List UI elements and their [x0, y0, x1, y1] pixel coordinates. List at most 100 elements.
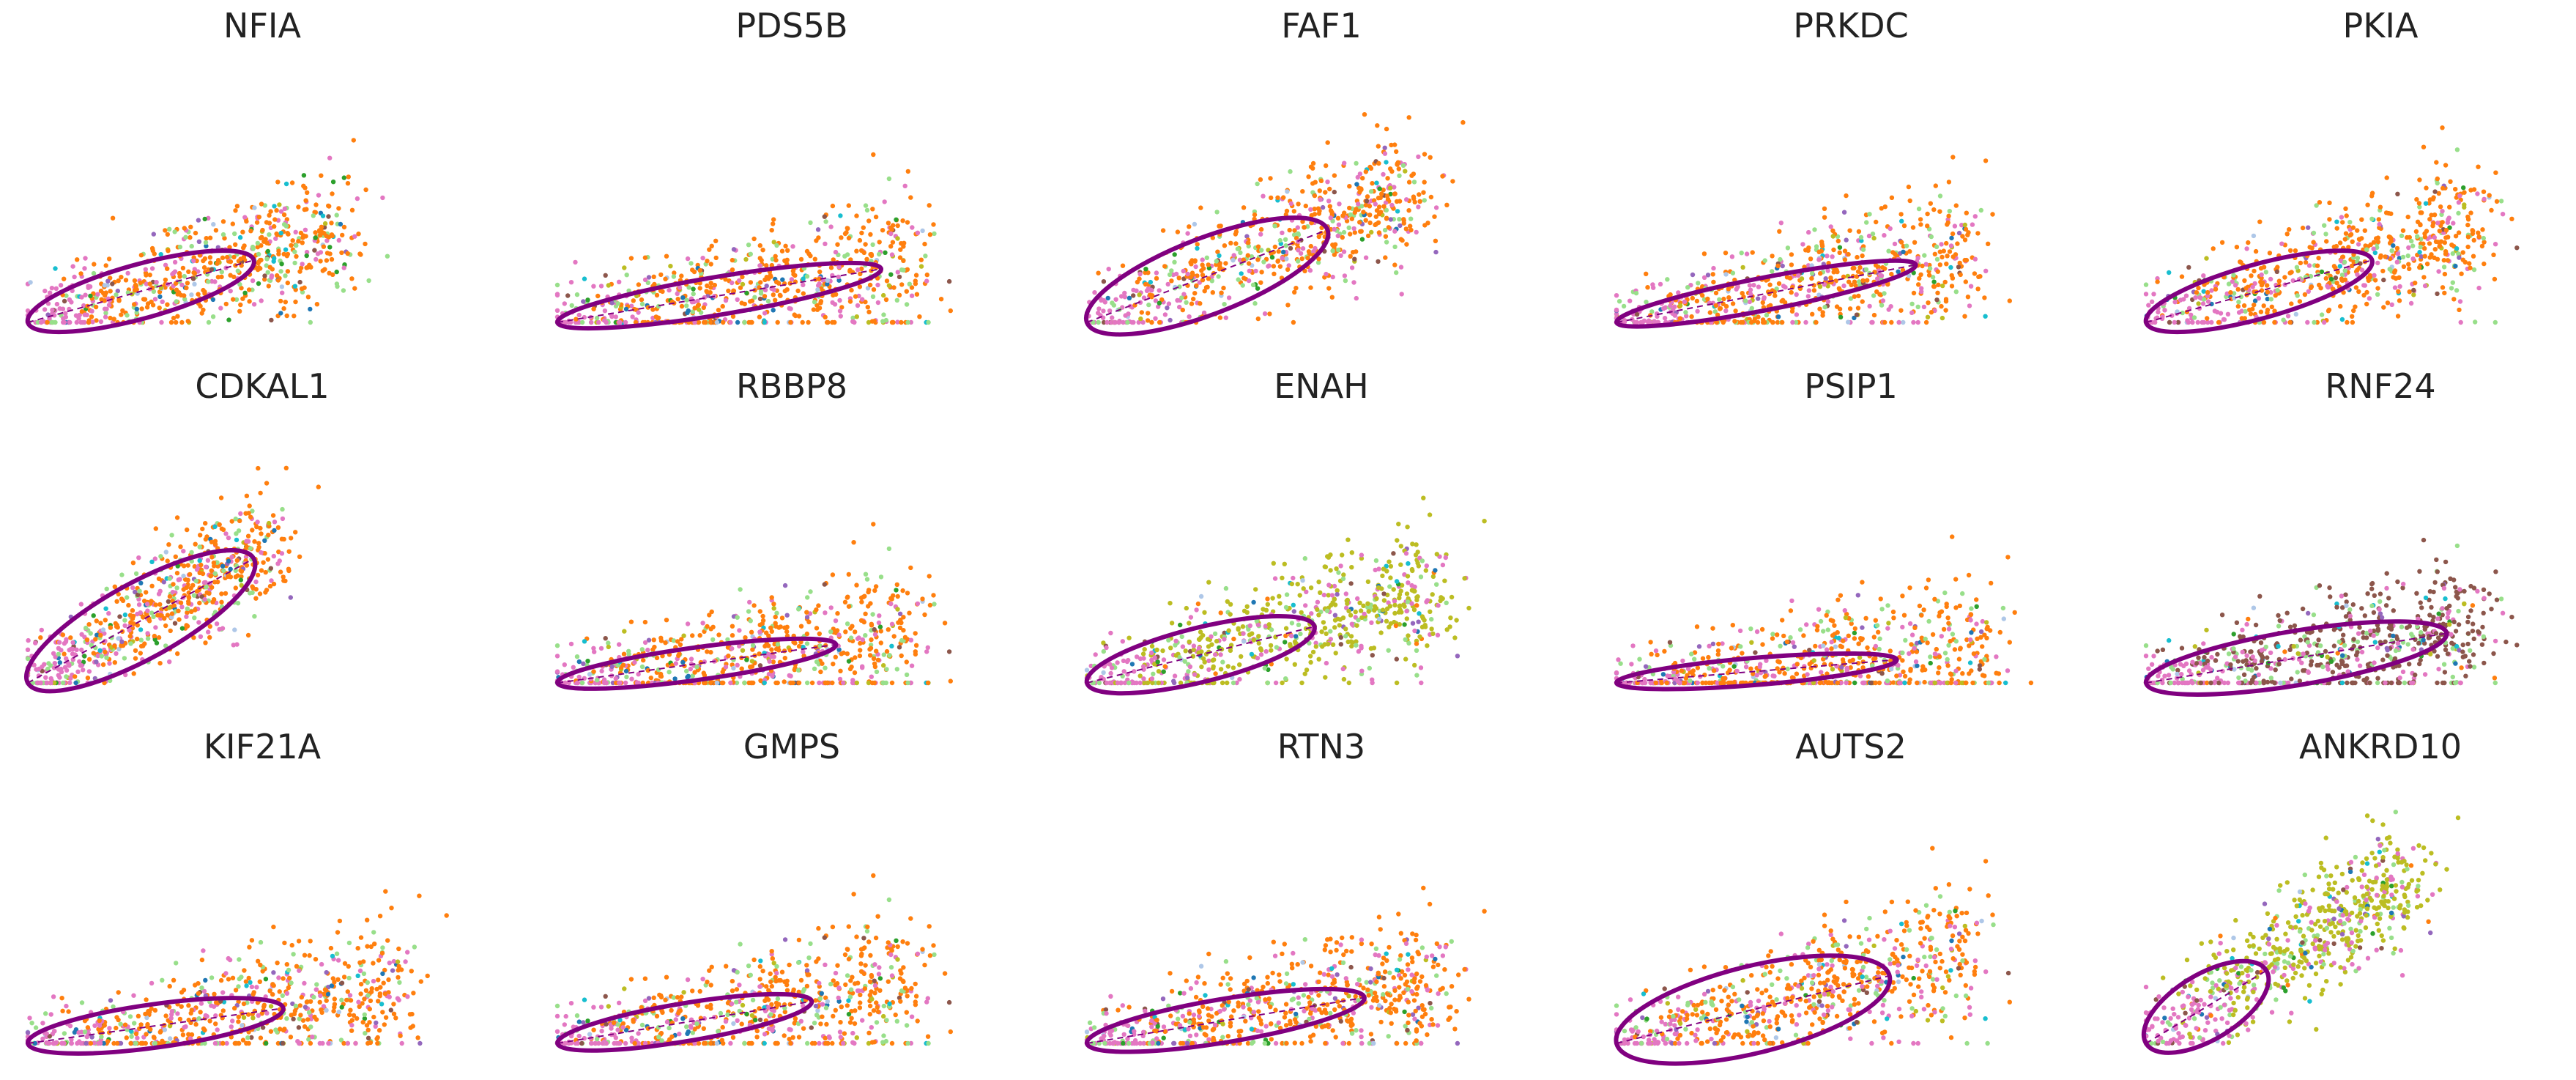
- data-point: [157, 306, 162, 311]
- data-point: [1869, 319, 1874, 325]
- data-point: [266, 284, 271, 289]
- data-point: [769, 647, 774, 652]
- data-point: [1176, 275, 1181, 281]
- data-point: [773, 680, 779, 686]
- data-point: [629, 676, 634, 681]
- data-point: [684, 668, 689, 674]
- data-point: [2339, 273, 2345, 278]
- data-point: [1255, 244, 1261, 249]
- data-point: [2306, 225, 2311, 230]
- data-point: [767, 659, 772, 664]
- data-point: [163, 277, 168, 283]
- data-point: [99, 654, 104, 659]
- data-point: [300, 262, 305, 267]
- data-point: [2307, 245, 2312, 250]
- data-point: [769, 629, 774, 634]
- data-point: [49, 286, 55, 291]
- data-point: [75, 257, 80, 262]
- data-point: [1324, 271, 1329, 277]
- data-point: [897, 255, 903, 260]
- data-point: [1337, 201, 1342, 207]
- data-point: [199, 311, 204, 316]
- data-point: [91, 613, 96, 618]
- data-point: [1965, 295, 1971, 300]
- data-point: [757, 622, 762, 628]
- data-point: [846, 659, 852, 664]
- data-point: [1911, 319, 1916, 325]
- data-point: [2312, 319, 2317, 325]
- data-point: [574, 654, 580, 659]
- data-point: [714, 319, 720, 325]
- data-point: [931, 593, 936, 598]
- data-point: [1825, 268, 1830, 273]
- data-point: [1296, 248, 1301, 253]
- data-point: [771, 659, 776, 665]
- data-point: [156, 635, 162, 640]
- data-point: [1105, 319, 1110, 325]
- data-point: [263, 569, 268, 575]
- data-point: [639, 301, 645, 307]
- data-point: [2334, 281, 2339, 286]
- data-point: [1327, 186, 1332, 192]
- data-point: [708, 285, 713, 290]
- data-point: [1931, 284, 1937, 289]
- data-point: [356, 232, 361, 237]
- data-point: [2297, 299, 2303, 304]
- data-point: [305, 295, 311, 300]
- data-point: [757, 314, 762, 319]
- data-point: [1901, 249, 1906, 254]
- data-point: [189, 243, 194, 249]
- data-point: [2479, 243, 2485, 249]
- data-point: [632, 659, 637, 665]
- data-point: [1450, 179, 1455, 184]
- data-point: [1986, 241, 1991, 246]
- data-point: [1295, 225, 1300, 230]
- data-point: [1195, 273, 1200, 278]
- data-point: [822, 214, 827, 219]
- data-point: [2419, 210, 2424, 215]
- data-point: [2339, 254, 2345, 260]
- data-point: [1354, 182, 1359, 187]
- data-point: [179, 604, 185, 610]
- data-point: [1830, 254, 1835, 259]
- data-point: [1195, 245, 1200, 251]
- data-point: [82, 266, 87, 271]
- data-point: [1778, 221, 1783, 226]
- data-point: [714, 680, 720, 686]
- data-point: [825, 281, 830, 286]
- data-point: [162, 615, 167, 621]
- data-point: [889, 643, 894, 648]
- data-point: [2249, 273, 2254, 278]
- data-point: [1668, 292, 1673, 297]
- data-point: [1287, 227, 1292, 233]
- data-point: [658, 673, 663, 678]
- data-point: [833, 249, 839, 255]
- data-point: [255, 245, 260, 250]
- data-point: [909, 663, 915, 668]
- data-point: [814, 238, 819, 243]
- data-point: [2205, 299, 2211, 304]
- data-point: [116, 646, 122, 652]
- data-point: [901, 628, 906, 633]
- data-point: [868, 232, 873, 237]
- data-point: [2315, 263, 2320, 268]
- data-point: [220, 255, 226, 260]
- data-point: [1292, 228, 1297, 233]
- data-point: [1284, 208, 1290, 214]
- data-point: [179, 626, 185, 631]
- data-point: [266, 533, 271, 538]
- data-point: [1879, 303, 1885, 308]
- data-point: [901, 244, 906, 249]
- data-point: [771, 240, 776, 245]
- data-point: [278, 569, 283, 574]
- data-point: [846, 572, 851, 577]
- data-point: [1180, 307, 1185, 313]
- data-point: [1460, 119, 1466, 125]
- data-point: [209, 539, 215, 544]
- data-point: [2447, 225, 2452, 230]
- data-point: [2422, 254, 2427, 259]
- data-point: [1288, 169, 1293, 174]
- data-point: [168, 319, 174, 325]
- data-point: [1394, 270, 1399, 275]
- data-point: [157, 294, 163, 300]
